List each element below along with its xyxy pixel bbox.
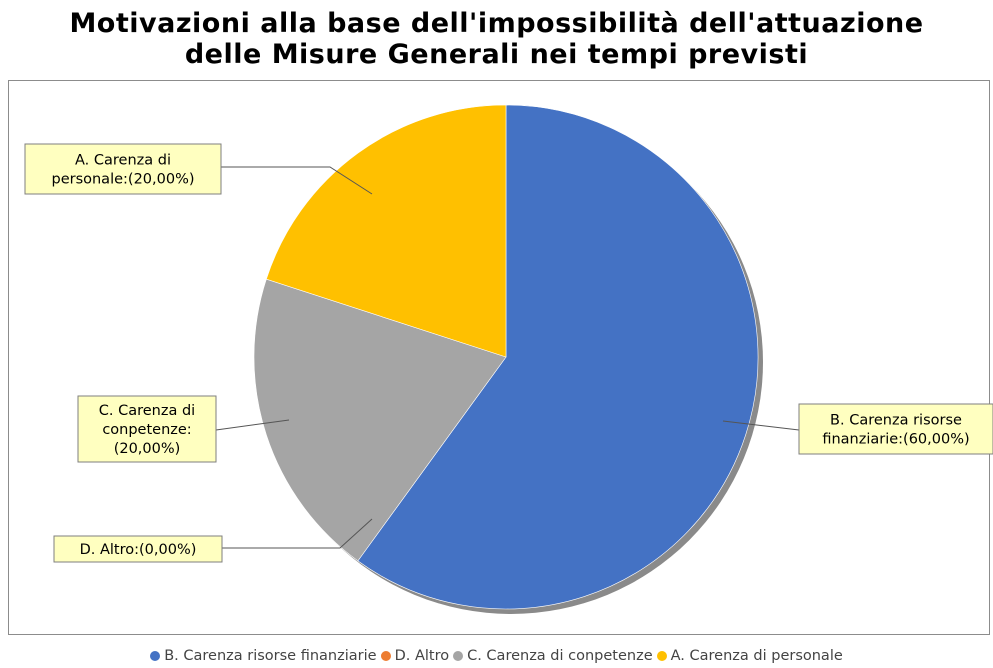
legend-item-1: B. Carenza risorse finanziarie [150, 648, 377, 664]
legend-swatch-2 [380, 651, 391, 661]
legend-label-1: B. Carenza risorse finanziarie [164, 648, 377, 664]
legend-item-2: D. Altro [380, 648, 450, 664]
callout-label-1-line-1: B. Carenza risorse [830, 413, 962, 429]
legend-swatch-4 [656, 651, 667, 661]
legend-label-4: A. Carenza di personale [670, 648, 843, 664]
callout-box-3 [77, 395, 217, 463]
callout-box-4 [24, 143, 222, 195]
legend-swatch-3 [453, 651, 464, 661]
chart-legend: B. Carenza risorse finanziarie D. Altro C.… [0, 648, 993, 664]
callout-leader-1 [722, 420, 800, 431]
callout-label-3-line-3: (20,00%) [114, 441, 181, 457]
legend-label-2: D. Altro [394, 648, 450, 664]
callout-box-2 [53, 535, 223, 563]
callout-label-1-line-2: finanziarie:(60,00%) [822, 432, 969, 448]
legend-label-3: C. Carenza di conpetenze [467, 648, 653, 664]
chart-title: Motivazioni alla base dell'impossibilità… [0, 8, 993, 70]
callout-leader-4 [221, 166, 373, 195]
pie-slice-4 [265, 104, 507, 358]
callout-leader-3 [215, 419, 290, 431]
callout-label-4-line-1: A. Carenza di [75, 153, 171, 169]
callout-box-1 [798, 403, 993, 455]
callout-label-3-line-1: C. Carenza di [99, 403, 195, 419]
pie-slice-3 [253, 278, 507, 562]
callout-label-2-line-1: D. Altro:(0,00%) [80, 542, 197, 558]
legend-item-4: A. Carenza di personale [656, 648, 843, 664]
callout-leader-2 [222, 518, 373, 549]
pie-slice-1 [357, 104, 759, 610]
chart-title-line-2: delle Misure Generali nei tempi previsti [184, 39, 809, 70]
legend-swatch-1 [150, 651, 161, 661]
callout-label-3-line-2: conpetenze: [102, 422, 191, 438]
callout-label-4-line-2: personale:(20,00%) [51, 172, 194, 188]
chart-title-line-1: Motivazioni alla base dell'impossibilità… [69, 8, 924, 39]
legend-item-3: C. Carenza di conpetenze [453, 648, 653, 664]
